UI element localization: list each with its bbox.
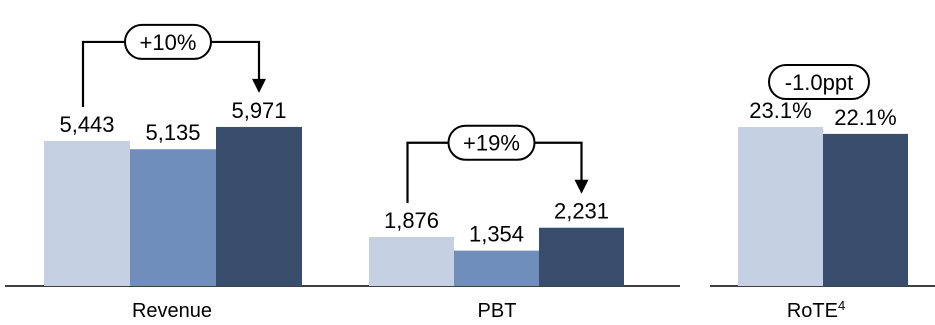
bar-pbt-3 [539, 227, 624, 286]
bar-revenue-3 [216, 126, 302, 286]
data-label-pbt-1: 1,876 [384, 208, 439, 233]
bar-pbt-2 [454, 250, 539, 286]
data-label-rote-2: 22.1% [834, 105, 896, 130]
comparison-bubble-pbt [447, 124, 536, 161]
bar-rote-2 [823, 133, 908, 286]
comparison-arrowhead-pbt [574, 179, 589, 194]
category-label-rote: RoTE4 [787, 298, 845, 322]
data-label-pbt-3: 2,231 [554, 199, 609, 224]
data-label-revenue-1: 5,443 [59, 112, 114, 137]
comparison-arrowhead-revenue [252, 78, 266, 93]
category-label-revenue: Revenue [132, 300, 212, 322]
data-label-pbt-2: 1,354 [469, 222, 524, 247]
bar-revenue-2 [130, 149, 216, 286]
data-label-rote-1: 23.1% [749, 98, 811, 123]
comparison-bubble-revenue [124, 23, 212, 60]
data-label-revenue-3: 5,971 [231, 98, 286, 123]
comparison-label-revenue: +10% [140, 30, 197, 55]
comparison-label-pbt: +19% [463, 131, 520, 156]
category-label-pbt: PBT [478, 300, 517, 322]
bar-rote-1 [738, 127, 823, 286]
bar-revenue-1 [44, 141, 130, 286]
comparison-bubble-rote [768, 64, 870, 100]
bar-pbt-1 [369, 237, 454, 286]
comparison-label-rote: -1.0ppt [785, 70, 854, 95]
data-label-revenue-2: 5,135 [145, 120, 200, 145]
